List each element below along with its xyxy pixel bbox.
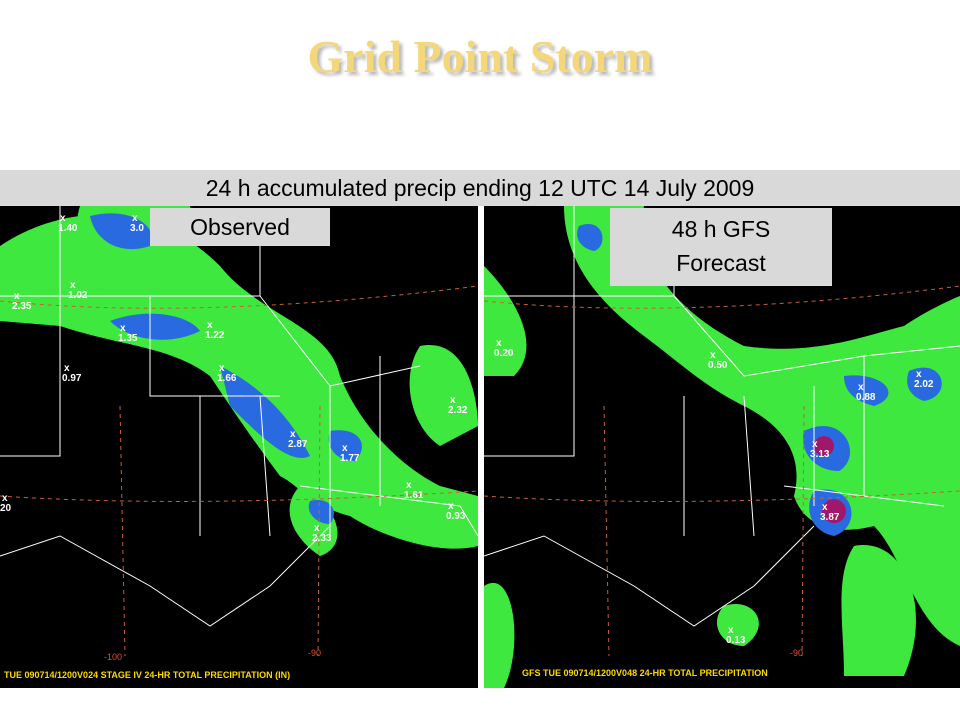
point-marker: x: [812, 439, 818, 450]
precip-cores: [577, 223, 942, 536]
observed-map: 1.40 3.0 1.02 2.35 1.35 1.22 0.97 1.66 2…: [0, 206, 478, 688]
precip-core: [328, 430, 362, 461]
forecast-label: 48 h GFS Forecast: [610, 208, 832, 286]
point-marker: x: [2, 493, 8, 504]
point-marker: x: [916, 369, 922, 380]
precip-core: [220, 366, 310, 458]
point-marker: x: [342, 443, 348, 454]
point-value: 2.32: [448, 405, 468, 416]
map-footer: TUE 090714/1200V024 STAGE IV 24-HR TOTAL…: [4, 670, 290, 680]
point-value: 0.97: [62, 373, 82, 384]
graticule: [484, 285, 960, 657]
precip-core: [110, 313, 200, 340]
point-marker: x: [314, 523, 320, 534]
point-value: 0.13: [726, 635, 746, 646]
precip-area: [409, 345, 478, 446]
point-value: 0.50: [708, 360, 728, 371]
coast: [299, 485, 478, 537]
point-value: 0.88: [856, 392, 876, 403]
point-value: 2.35: [12, 301, 32, 312]
point-value: 1.35: [118, 333, 138, 344]
point-marker: x: [448, 501, 454, 512]
border: [0, 206, 421, 627]
precip-core: [90, 213, 152, 250]
precip-area: [716, 604, 759, 646]
precip-core: [907, 367, 942, 401]
point-marker: x: [406, 480, 412, 491]
point-value: 1.22: [205, 330, 225, 341]
point-value: 2.33: [312, 533, 332, 544]
point-value: 3.0: [130, 223, 144, 234]
lat-lon-grid: [484, 285, 960, 657]
point-value: 1.77: [340, 453, 360, 464]
point-marker: x: [207, 320, 213, 331]
precip-core: [308, 500, 334, 524]
longitude-label: -90: [790, 648, 803, 658]
precip-area: [289, 486, 338, 556]
precip-area: [564, 206, 960, 646]
point-marker: x: [14, 291, 20, 302]
precip-cores: [90, 213, 362, 524]
point-marker: x: [290, 429, 296, 440]
banner: 24 h accumulated precip ending 12 UTC 14…: [0, 170, 960, 206]
point-value: 1.40: [58, 223, 78, 234]
point-value: 1.61: [404, 490, 424, 501]
precip-area: [484, 266, 527, 376]
forecast-map: 0.20 0.50 0.88 2.02 3.13 3.87 0.13 x x x x x…: [484, 206, 960, 688]
state-borders: [484, 206, 960, 627]
observed-label: Observed: [150, 208, 330, 246]
precip-max: [822, 499, 846, 523]
point-value: 2.87: [288, 439, 308, 450]
point-value: 3.87: [820, 512, 840, 523]
point-value: 1.02: [68, 290, 88, 301]
point-marker: x: [132, 213, 138, 224]
point-marker: x: [710, 350, 716, 361]
precip-core: [577, 223, 603, 251]
point-marker: x: [858, 382, 864, 393]
border: [484, 206, 960, 627]
point-marker: x: [728, 625, 734, 636]
point-value: 20: [0, 503, 12, 514]
state-borders: [0, 206, 478, 627]
point-marker: x: [219, 363, 225, 374]
precip-areas: [484, 206, 960, 688]
precip-max: [814, 436, 834, 456]
point-marker: x: [64, 363, 70, 374]
point-value: 0.20: [494, 348, 514, 359]
point-marker: x: [120, 323, 126, 334]
slide-title: Grid Point Storm: [307, 31, 653, 82]
point-marker: x: [60, 213, 66, 224]
precip-core: [844, 375, 889, 406]
point-value: 3.13: [810, 449, 830, 460]
longitude-label: -90: [308, 648, 321, 658]
point-marker: x: [450, 395, 456, 406]
point-labels: 0.20 0.50 0.88 2.02 3.13 3.87 0.13 x x x x x…: [494, 338, 934, 646]
longitude-label: -100: [104, 652, 122, 662]
point-labels: 1.40 3.0 1.02 2.35 1.35 1.22 0.97 1.66 2…: [0, 213, 468, 544]
precip-area: [841, 545, 916, 676]
point-marker: x: [822, 502, 828, 513]
point-value: 1.66: [217, 373, 237, 384]
point-marker: x: [496, 338, 502, 349]
point-value: 0.93: [446, 511, 466, 522]
precip-area: [484, 582, 515, 688]
map-footer: GFS TUE 090714/1200V048 24-HR TOTAL PREC…: [522, 668, 768, 678]
point-value: 2.02: [914, 379, 934, 390]
point-marker: x: [70, 280, 76, 291]
